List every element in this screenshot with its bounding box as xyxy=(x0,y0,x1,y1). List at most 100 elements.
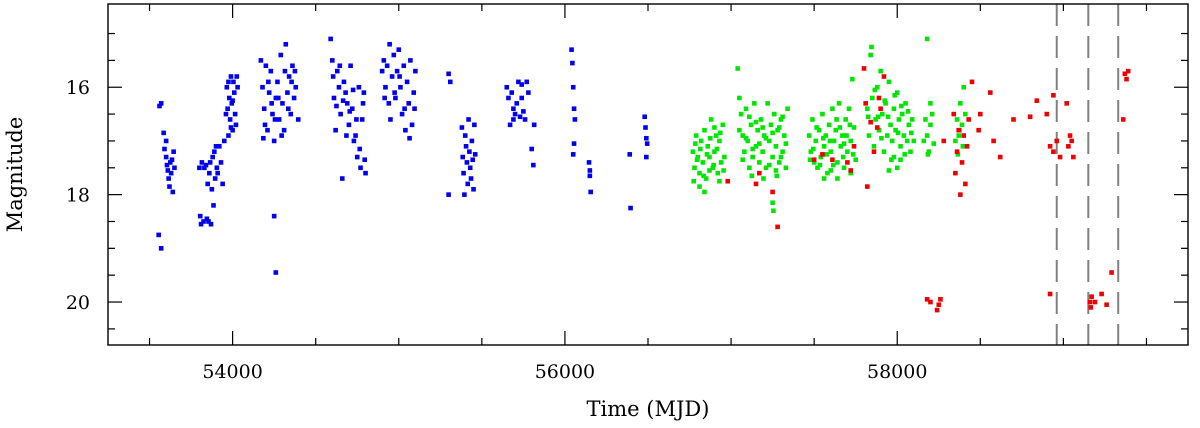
blue-point xyxy=(570,84,576,90)
green-point xyxy=(846,106,852,112)
blue-point xyxy=(328,36,333,42)
green-point xyxy=(702,127,707,133)
green-point xyxy=(818,154,824,160)
blue-point xyxy=(587,173,593,179)
green-point xyxy=(960,144,966,149)
green-point xyxy=(835,176,840,181)
green-point xyxy=(771,111,777,117)
green-point xyxy=(899,103,904,109)
tick-labels: 54000 56000 58000 16 18 20 xyxy=(66,77,928,383)
green-point xyxy=(891,154,897,160)
red-point xyxy=(1047,291,1053,297)
blue-point xyxy=(286,74,292,79)
blue-point xyxy=(222,138,227,144)
blue-point xyxy=(397,74,402,79)
blue-point xyxy=(273,95,279,101)
blue-point xyxy=(203,162,209,168)
red-point xyxy=(1067,133,1073,138)
green-point xyxy=(770,200,775,205)
red-point xyxy=(938,297,943,302)
y-tick-label: 20 xyxy=(66,292,90,314)
blue-point xyxy=(225,106,230,112)
blue-point xyxy=(258,58,264,63)
green-point xyxy=(740,133,746,138)
blue-point xyxy=(268,68,274,74)
green-point xyxy=(953,138,958,144)
blue-point xyxy=(401,63,407,69)
red-point xyxy=(976,127,981,133)
blue-point xyxy=(354,117,359,122)
green-point xyxy=(888,122,893,128)
blue-point xyxy=(330,58,335,63)
blue-point xyxy=(587,168,593,173)
green-point xyxy=(742,149,747,154)
green-point xyxy=(820,111,825,117)
red-point xyxy=(969,79,975,85)
green-point xyxy=(704,152,710,157)
red-point xyxy=(1122,71,1128,77)
green-point xyxy=(926,149,932,154)
blue-point xyxy=(295,117,301,122)
green-point xyxy=(712,125,717,130)
blue-point xyxy=(642,114,647,120)
green-point xyxy=(843,117,849,122)
green-point xyxy=(701,173,706,179)
blue-point xyxy=(447,79,453,85)
blue-point xyxy=(351,138,357,144)
red-point xyxy=(753,181,759,187)
green-point xyxy=(886,168,892,173)
blue-point xyxy=(231,79,236,85)
green-point xyxy=(923,117,928,122)
green-point xyxy=(894,165,900,171)
green-point xyxy=(821,144,827,149)
blue-point xyxy=(228,74,234,79)
blue-point xyxy=(205,181,210,187)
green-point xyxy=(737,127,742,133)
green-point xyxy=(874,84,880,90)
red-point xyxy=(928,299,933,305)
green-point xyxy=(840,133,845,138)
blue-point xyxy=(331,95,337,101)
blue-point xyxy=(337,63,343,69)
green-point xyxy=(715,170,721,176)
blue-point xyxy=(166,176,171,181)
blue-point xyxy=(158,101,164,106)
blue-point xyxy=(408,58,413,63)
green-point xyxy=(785,106,790,112)
red-point xyxy=(1099,291,1104,297)
green-point xyxy=(783,141,789,146)
green-point xyxy=(778,117,784,122)
blue-point xyxy=(164,162,170,168)
blue-point xyxy=(217,144,222,149)
green-point xyxy=(865,114,871,120)
blue-point xyxy=(275,79,280,85)
green-point xyxy=(806,133,812,138)
blue-point xyxy=(280,101,285,106)
green-point xyxy=(776,125,782,130)
blue-point xyxy=(470,157,476,163)
red-point xyxy=(997,154,1003,160)
blue-point xyxy=(407,135,412,141)
blue-point xyxy=(412,106,417,112)
blue-point xyxy=(270,111,275,117)
green-point xyxy=(810,117,815,122)
red-point xyxy=(1047,144,1053,149)
green-point xyxy=(748,122,754,128)
green-point xyxy=(835,160,840,165)
green-point xyxy=(826,122,832,128)
x-tick-label: 56000 xyxy=(535,361,595,383)
red-point xyxy=(959,160,965,165)
blue-point xyxy=(446,71,451,77)
green-point xyxy=(752,101,757,106)
blue-point xyxy=(266,79,271,85)
green-point xyxy=(886,79,892,85)
green-point xyxy=(753,144,759,149)
blue-point xyxy=(228,125,234,130)
blue-point xyxy=(333,127,338,133)
green-point xyxy=(735,66,741,71)
green-point xyxy=(720,122,726,128)
blue-point xyxy=(388,117,393,122)
green-point xyxy=(781,133,787,138)
green-point xyxy=(909,130,914,136)
blue-point xyxy=(285,106,291,112)
